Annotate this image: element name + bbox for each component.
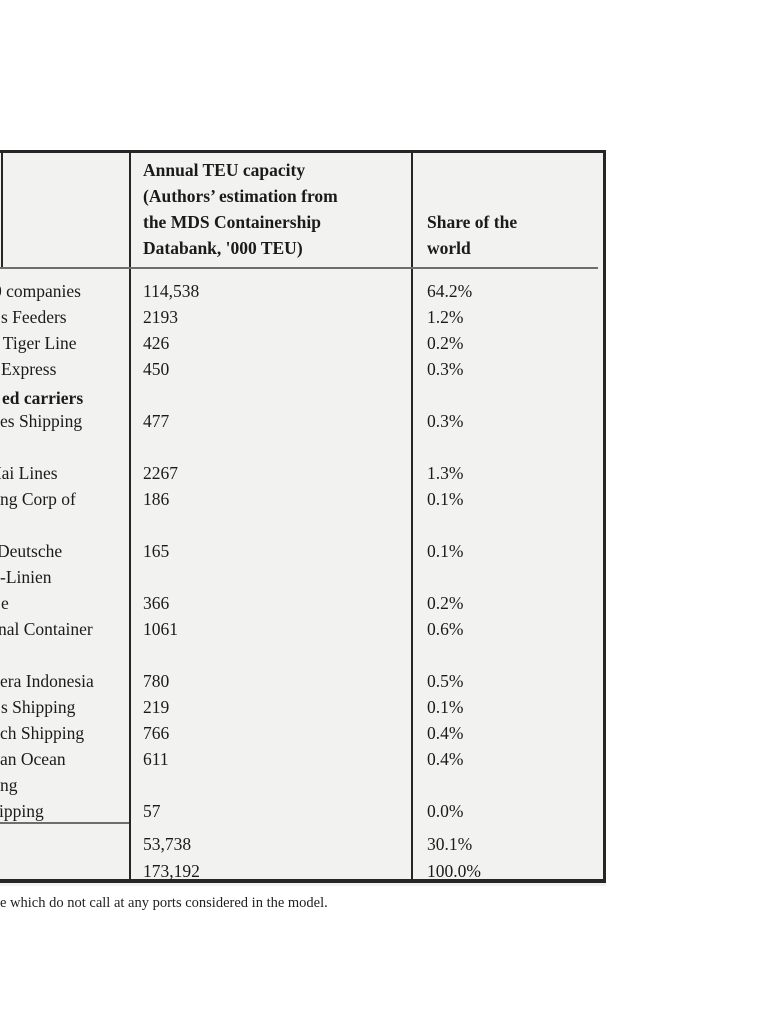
table-row: ch Shipping 766 0.4% bbox=[0, 720, 606, 746]
header-left-border-stub bbox=[1, 153, 3, 267]
capacity-header-line: the MDS Containership bbox=[143, 212, 321, 232]
carrier-name-cell: ipping bbox=[0, 801, 44, 821]
table-row: -Linien bbox=[0, 564, 606, 590]
teu-cell: 611 bbox=[143, 749, 169, 769]
share-cell: 1.2% bbox=[427, 307, 464, 327]
table-row: es Shipping 477 0.3% bbox=[0, 408, 606, 434]
carrier-name-cell: Hai Lines bbox=[0, 463, 58, 483]
teu-cell: 1061 bbox=[143, 619, 178, 639]
teu-cell: 186 bbox=[143, 489, 170, 509]
carrier-name-cell: an Ocean bbox=[0, 749, 66, 769]
teu-cell: 477 bbox=[143, 411, 170, 431]
column-header-share: Share of the world bbox=[427, 209, 517, 261]
carrier-name-cell: 0 companies bbox=[0, 281, 81, 301]
carrier-name-cell: es Shipping bbox=[0, 411, 83, 431]
table-row: n Tiger Line 426 0.2% bbox=[0, 330, 606, 356]
carrier-name-cell bbox=[0, 831, 128, 857]
share-cell: 1.3% bbox=[427, 463, 464, 483]
teu-cell: 114,538 bbox=[143, 281, 200, 301]
share-cell: 0.4% bbox=[427, 749, 464, 769]
capacity-header-line: Databank, '000 TEU) bbox=[143, 238, 303, 258]
column-divider-2 bbox=[411, 153, 413, 879]
column-divider-1 bbox=[129, 153, 131, 879]
table-row: 0 companies 114,538 64.2% bbox=[0, 278, 606, 304]
share-cell: 0.4% bbox=[427, 723, 464, 743]
teu-cell: 53,738 bbox=[143, 834, 192, 854]
carrier-name-cell: s Feeders bbox=[1, 307, 67, 327]
capacity-header-line: (Authors’ estimation from bbox=[143, 186, 338, 206]
table-row: ipping 57 0.0% bbox=[0, 798, 606, 824]
table-row: nal Container 1061 0.6% bbox=[0, 616, 606, 642]
carrier-group-separator-rule bbox=[0, 822, 129, 824]
share-cell: 0.0% bbox=[427, 801, 464, 821]
header-separator-rule bbox=[0, 267, 598, 269]
carrier-name-cell: -Linien bbox=[0, 567, 52, 587]
share-header-line: Share of the bbox=[427, 212, 518, 232]
teu-cell: 2193 bbox=[143, 307, 178, 327]
table-row: s Shipping 219 0.1% bbox=[0, 694, 606, 720]
share-cell: 30.1% bbox=[427, 834, 473, 854]
table-row: an Ocean 611 0.4% bbox=[0, 746, 606, 772]
carrier-name-cell: s Shipping bbox=[1, 697, 76, 717]
teu-cell: 450 bbox=[143, 359, 170, 379]
share-cell: 0.3% bbox=[427, 411, 464, 431]
share-cell: 0.1% bbox=[427, 489, 464, 509]
share-cell: 0.2% bbox=[427, 333, 464, 353]
teu-cell: 165 bbox=[143, 541, 170, 561]
teu-cell: 426 bbox=[143, 333, 170, 353]
teu-cell: 219 bbox=[143, 697, 170, 717]
share-cell: 0.1% bbox=[427, 541, 464, 561]
share-cell: 0.2% bbox=[427, 593, 464, 613]
table-row: Deutsche 165 0.1% bbox=[0, 538, 606, 564]
table-row-subtotal: 53,738 30.1% bbox=[0, 831, 606, 857]
table-row: s Feeders 2193 1.2% bbox=[0, 304, 606, 330]
carrier-name-cell: Deutsche bbox=[0, 541, 63, 561]
table-row: ng Corp of 186 0.1% bbox=[0, 486, 606, 512]
column-header-capacity: Annual TEU capacity (Authors’ estimation… bbox=[143, 157, 338, 261]
share-cell: 0.6% bbox=[427, 619, 464, 639]
table-row: era Indonesia 780 0.5% bbox=[0, 668, 606, 694]
teu-cell: 173,192 bbox=[143, 861, 200, 881]
share-cell: 64.2% bbox=[427, 281, 473, 301]
table-row: e 366 0.2% bbox=[0, 590, 606, 616]
share-header-line: world bbox=[427, 238, 471, 258]
table-row: ng bbox=[0, 772, 606, 798]
table-bottom-border bbox=[0, 879, 606, 883]
teu-cell: 366 bbox=[143, 593, 170, 613]
teu-cell: 2267 bbox=[143, 463, 178, 483]
teu-cell: 57 bbox=[143, 801, 161, 821]
teu-cell: 780 bbox=[143, 671, 170, 691]
table-row-total: 173,192 100.0% bbox=[0, 858, 606, 884]
carrier-name-cell: ch Shipping bbox=[0, 723, 85, 743]
table-footnote: e which do not call at any ports conside… bbox=[0, 895, 328, 911]
share-cell: 0.1% bbox=[427, 697, 464, 717]
table-top-border bbox=[0, 150, 606, 153]
carrier-name-cell: nal Container bbox=[0, 619, 93, 639]
carrier-name-cell: ng Corp of bbox=[0, 489, 76, 509]
carrier-name-cell: n Tiger Line bbox=[0, 333, 77, 353]
capacity-header-line: Annual TEU capacity bbox=[143, 160, 306, 180]
table-row: Express 450 0.3% bbox=[0, 356, 606, 382]
share-cell: 0.5% bbox=[427, 671, 464, 691]
teu-cell: 766 bbox=[143, 723, 170, 743]
table-row: Hai Lines 2267 1.3% bbox=[0, 460, 606, 486]
carrier-name-cell: Express bbox=[1, 359, 57, 379]
share-cell: 100.0% bbox=[427, 861, 481, 881]
table-right-border bbox=[603, 150, 606, 883]
share-cell: 0.3% bbox=[427, 359, 464, 379]
carriers-table: ed carriers Annual TEU capacity (Authors… bbox=[0, 150, 606, 886]
carrier-name-cell: e bbox=[1, 593, 9, 613]
column-header-carriers: ed carriers bbox=[2, 388, 84, 408]
carrier-name-cell: ng bbox=[0, 775, 18, 795]
carrier-name-cell: era Indonesia bbox=[0, 671, 94, 691]
